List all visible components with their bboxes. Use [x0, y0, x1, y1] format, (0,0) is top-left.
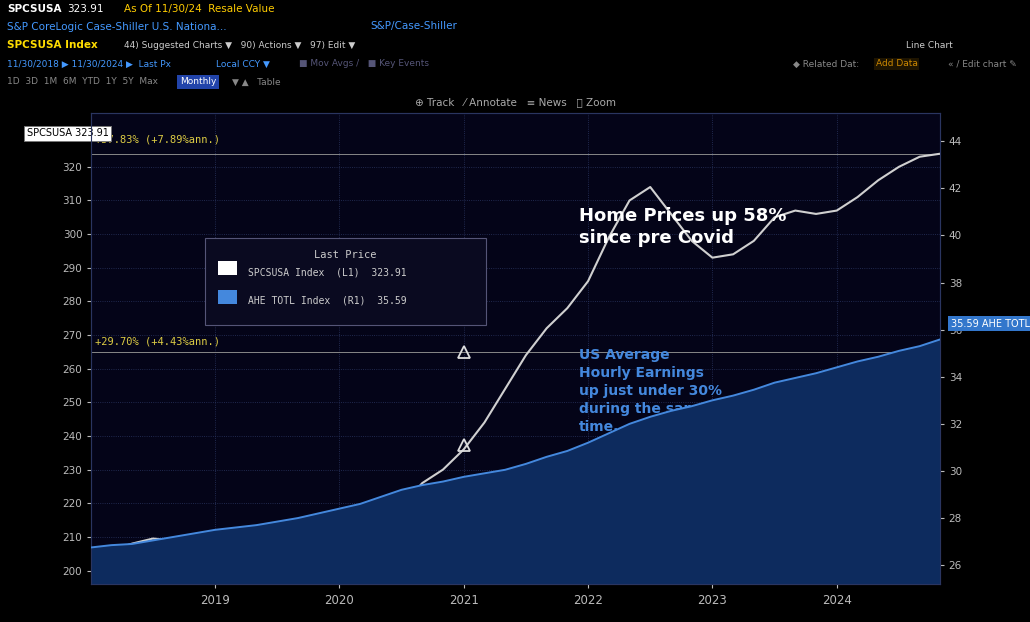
Text: 44) Suggested Charts ▼   90) Actions ▼   97) Edit ▼: 44) Suggested Charts ▼ 90) Actions ▼ 97)… [124, 40, 355, 50]
Bar [218, 261, 237, 276]
Text: 11/30/2018 ▶ 11/30/2024 ▶  Last Px: 11/30/2018 ▶ 11/30/2024 ▶ Last Px [7, 60, 171, 68]
Bar [218, 290, 237, 304]
Text: ▼ ▲   Table: ▼ ▲ Table [232, 78, 280, 86]
Text: 323.91: 323.91 [67, 4, 103, 14]
Text: SPCSUSA Index: SPCSUSA Index [7, 40, 98, 50]
FancyBboxPatch shape [205, 238, 486, 325]
Text: 1D  3D  1M  6M  YTD  1Y  5Y  Max: 1D 3D 1M 6M YTD 1Y 5Y Max [7, 78, 159, 86]
Text: +29.70% (+4.43%ann.): +29.70% (+4.43%ann.) [95, 337, 219, 346]
Text: ■ Mov Avgs /   ■ Key Events: ■ Mov Avgs / ■ Key Events [299, 60, 428, 68]
Text: « / Edit chart ✎: « / Edit chart ✎ [948, 60, 1017, 68]
Text: US Average
Hourly Earnings
up just under 30%
during the same
time.: US Average Hourly Earnings up just under… [579, 348, 722, 434]
Text: SPCSUSA: SPCSUSA [7, 4, 62, 14]
Text: Home Prices up 58%
since pre Covid: Home Prices up 58% since pre Covid [579, 207, 787, 247]
Text: ◆ Related Dat:: ◆ Related Dat: [793, 60, 859, 68]
Text: S&P/Case-Shiller: S&P/Case-Shiller [371, 22, 457, 32]
Text: SPCSUSA Index  (L1)  323.91: SPCSUSA Index (L1) 323.91 [248, 267, 407, 277]
Text: AHE TOTL Index  (R1)  35.59: AHE TOTL Index (R1) 35.59 [248, 295, 407, 306]
Text: Last Price: Last Price [314, 249, 377, 259]
Text: Add Data: Add Data [876, 60, 918, 68]
Text: +57.83% (+7.89%ann.): +57.83% (+7.89%ann.) [95, 134, 219, 144]
Text: 35.59 AHE TOTL: 35.59 AHE TOTL [951, 318, 1030, 328]
Text: Monthly: Monthly [180, 78, 216, 86]
Text: As Of 11/30/24  Resale Value: As Of 11/30/24 Resale Value [124, 4, 274, 14]
Text: Line Chart: Line Chart [906, 40, 953, 50]
Text: S&P CoreLogic Case-Shiller U.S. Nationa...: S&P CoreLogic Case-Shiller U.S. Nationa.… [7, 22, 227, 32]
Text: SPCSUSA 323.91: SPCSUSA 323.91 [27, 128, 109, 138]
Text: ⊕ Track   ⁄ Annotate   ≡ News   🔍 Zoom: ⊕ Track ⁄ Annotate ≡ News 🔍 Zoom [415, 97, 616, 107]
Text: Local CCY ▼: Local CCY ▼ [216, 60, 270, 68]
